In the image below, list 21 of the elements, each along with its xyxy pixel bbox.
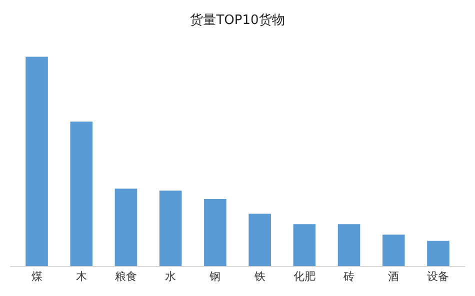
bar bbox=[159, 190, 182, 266]
x-tick-label: 木 bbox=[76, 270, 87, 284]
x-tick-label: 铁 bbox=[253, 270, 266, 284]
x-tick-label: 酒 bbox=[388, 270, 400, 284]
bar bbox=[293, 224, 316, 266]
bar bbox=[26, 56, 48, 266]
x-tick-label: 水 bbox=[165, 270, 176, 284]
x-tick-label: 粮食 bbox=[114, 270, 137, 284]
x-tick-label: 钢 bbox=[208, 270, 221, 284]
x-tick-label: 设备 bbox=[427, 270, 450, 284]
x-tick-label: 砖 bbox=[342, 270, 355, 284]
x-tick-label: 煤 bbox=[31, 270, 42, 284]
chart-title: 货量TOP10货物 bbox=[190, 12, 285, 28]
bar bbox=[204, 199, 226, 266]
bar bbox=[382, 234, 405, 266]
bar bbox=[248, 214, 271, 266]
bar bbox=[338, 224, 360, 266]
bar bbox=[114, 188, 138, 266]
bar bbox=[427, 240, 450, 266]
bar bbox=[70, 122, 93, 266]
x-tick-label: 化肥 bbox=[293, 270, 316, 284]
